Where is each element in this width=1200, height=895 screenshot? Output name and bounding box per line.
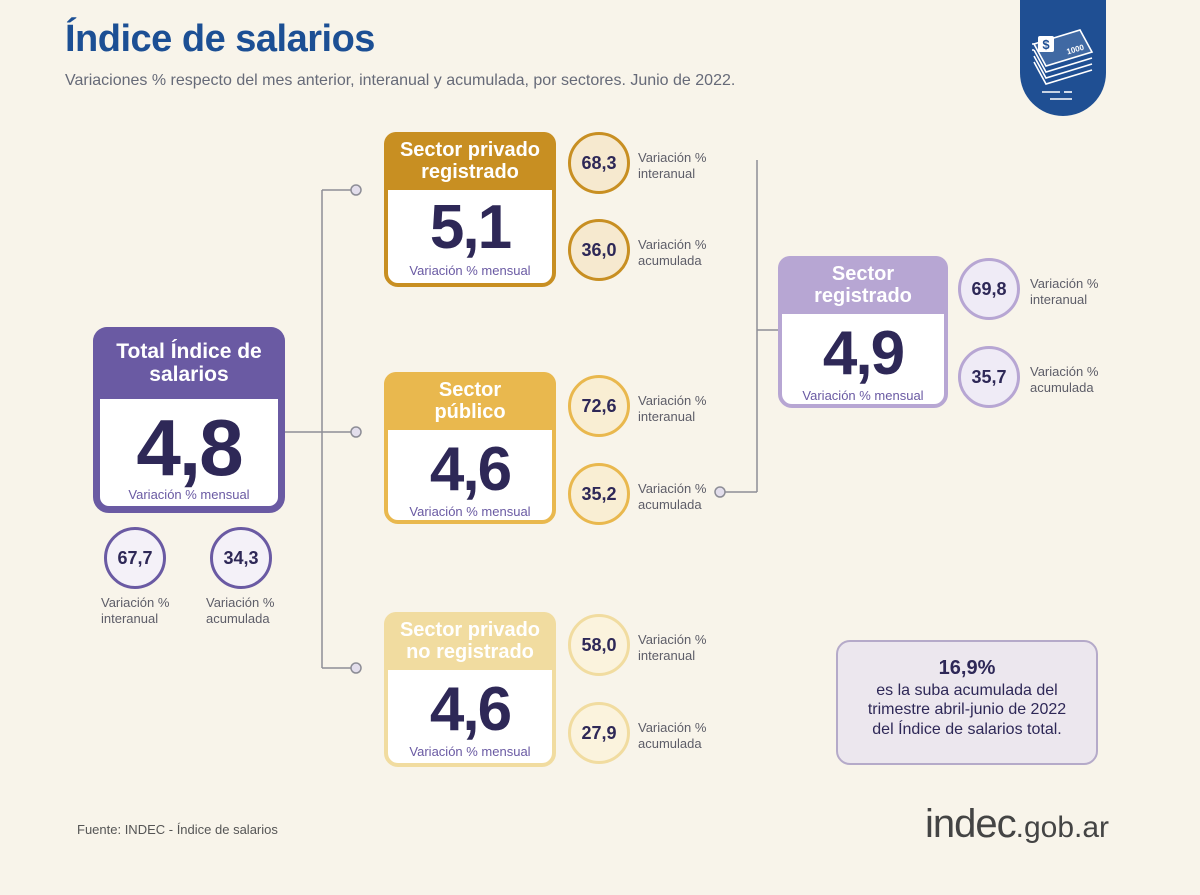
registrado-interanual-circle: 69,8 [958,258,1020,320]
logo-domain: .gob.ar [1015,811,1110,844]
total-index-title: Total Índice de salarios [93,327,285,399]
sector-publico-caption: Variación % mensual [409,504,531,519]
privado-registrado-interanual-circle: 68,3 [568,132,630,194]
privado-registrado-acumulada-label: Variación % acumulada [638,237,707,269]
sector-privado-no-registrado-value: 4,6 [429,675,512,744]
sector-privado-registrado-value: 5,1 [429,193,512,262]
connector-dot [350,662,362,674]
publico-interanual-circle: 72,6 [568,375,630,437]
sector-registrado-card: Sector registrado 4,9 Variación % mensua… [778,256,948,408]
sector-privado-no-registrado-title: Sector privado no registrado [384,612,556,670]
registrado-acumulada-label: Variación % acumulada [1030,364,1099,396]
logo-main: indec [925,802,1017,846]
page-title: Índice de salarios [65,18,375,60]
total-acumulada-circle: 34,3 [210,527,272,589]
summary-note-text: es la suba acumulada del trimestre abril… [867,681,1067,738]
total-index-caption: Variación % mensual [128,487,250,502]
sector-registrado-value: 4,9 [822,319,905,388]
sector-privado-no-registrado-caption: Variación % mensual [409,744,531,759]
source-footnote: Fuente: INDEC - Índice de salarios [77,822,278,837]
sector-publico-value: 4,6 [429,435,512,504]
money-stack-icon: $ 1000 [1032,29,1094,100]
publico-acumulada-label: Variación % acumulada [638,481,707,513]
registrado-acumulada-circle: 35,7 [958,346,1020,408]
sector-registrado-caption: Variación % mensual [802,388,924,403]
sector-registrado-title: Sector registrado [778,256,948,314]
sector-privado-no-registrado-card: Sector privado no registrado 4,6 Variaci… [384,612,556,767]
header-badge: $ 1000 [1020,0,1106,116]
privado-registrado-acumulada-circle: 36,0 [568,219,630,281]
sector-privado-registrado-caption: Variación % mensual [409,263,531,278]
total-interanual-circle: 67,7 [104,527,166,589]
sector-privado-registrado-card: Sector privado registrado 5,1 Variación … [384,132,556,287]
svg-text:$: $ [1042,37,1050,52]
indec-logo: indec.gob.ar [925,802,1109,847]
privado-registrado-interanual-label: Variación % interanual [638,150,707,182]
privado-no-registrado-interanual-label: Variación % interanual [638,632,707,664]
privado-no-registrado-acumulada-circle: 27,9 [568,702,630,764]
total-acumulada-label: Variación % acumulada [206,595,275,627]
sector-publico-title: Sector público [384,372,556,430]
connector-dot [714,486,726,498]
page-subtitle: Variaciones % respecto del mes anterior,… [65,72,736,89]
total-index-card: Total Índice de salarios 4,8 Variación %… [93,327,285,513]
sector-publico-card: Sector público 4,6 Variación % mensual [384,372,556,524]
total-interanual-label: Variación % interanual [101,595,170,627]
privado-no-registrado-interanual-circle: 58,0 [568,614,630,676]
connector-dot [350,426,362,438]
total-index-value: 4,8 [136,403,243,492]
connector-dot [350,184,362,196]
registrado-interanual-label: Variación % interanual [1030,276,1099,308]
sector-privado-registrado-title: Sector privado registrado [384,132,556,190]
publico-acumulada-circle: 35,2 [568,463,630,525]
publico-interanual-label: Variación % interanual [638,393,707,425]
summary-note: 16,9% es la suba acumulada del trimestre… [836,640,1098,765]
summary-note-highlight: 16,9% [938,657,996,679]
privado-no-registrado-acumulada-label: Variación % acumulada [638,720,707,752]
